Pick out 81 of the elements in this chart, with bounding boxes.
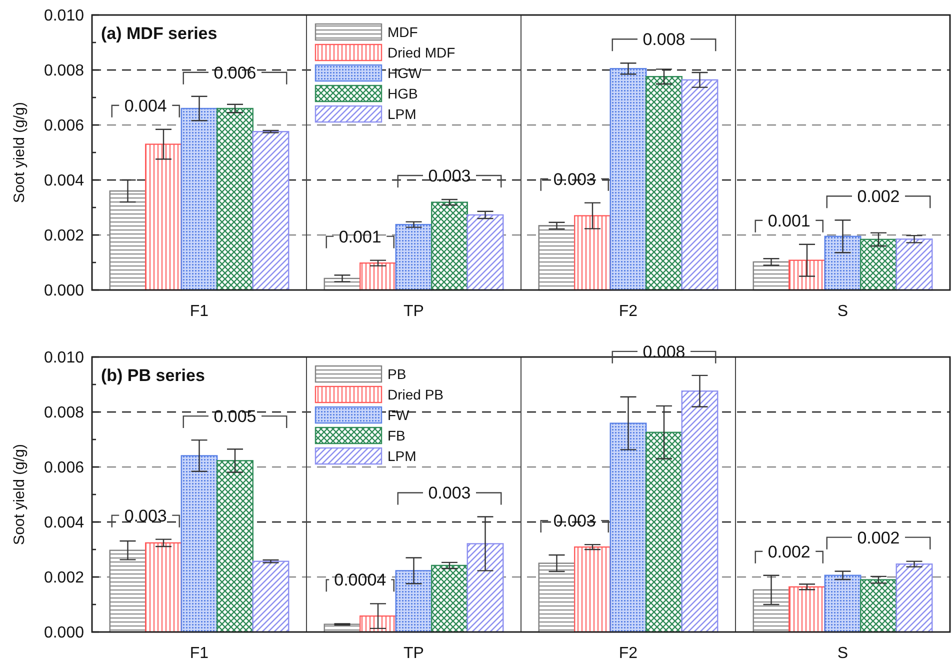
y-tick-label: 0.000 xyxy=(44,624,84,642)
annotation: 0.003 xyxy=(428,166,471,186)
bar xyxy=(216,108,254,291)
bar xyxy=(252,131,290,291)
x-tick-label: S xyxy=(837,645,848,662)
annotation: 0.008 xyxy=(642,342,686,362)
y-tick-label: 0.004 xyxy=(44,514,84,532)
bar xyxy=(216,460,254,633)
annotation: 0.003 xyxy=(428,484,471,503)
legend-label: PB xyxy=(388,366,406,382)
bar xyxy=(180,455,218,633)
bar xyxy=(431,202,468,291)
x-tick-label: S xyxy=(837,303,848,320)
annotation: 0.002 xyxy=(768,542,810,562)
y-tick-label: 0.000 xyxy=(44,282,84,300)
annotation: 0.0004 xyxy=(334,570,386,590)
bar xyxy=(646,76,682,291)
bar xyxy=(896,563,933,633)
y-tick-label: 0.006 xyxy=(44,460,84,477)
legend-label: Dried PB xyxy=(388,386,444,402)
bar xyxy=(681,79,718,291)
annotation: 0.002 xyxy=(857,187,900,206)
text: (a) MDF series xyxy=(101,24,218,43)
y-tick-label: 0.002 xyxy=(44,228,84,245)
bar xyxy=(574,546,611,633)
legend-label: HGW xyxy=(388,64,422,81)
x-tick-label: TP xyxy=(404,303,424,320)
bar xyxy=(145,542,182,633)
legend-label: Dried MDF xyxy=(388,44,456,60)
bar xyxy=(538,562,576,633)
annotation: 0.005 xyxy=(214,407,256,426)
annotation: 0.003 xyxy=(124,506,167,526)
x-tick-label: F1 xyxy=(190,645,209,662)
x-tick-label: F2 xyxy=(618,303,638,320)
y-tick-label: 0.002 xyxy=(44,570,84,587)
x-tick-label: F2 xyxy=(618,645,638,662)
annotation: 0.001 xyxy=(338,227,382,246)
bar xyxy=(360,262,396,291)
legend-label: FW xyxy=(388,406,410,423)
bar xyxy=(610,422,647,633)
bar xyxy=(752,589,790,633)
bar xyxy=(788,586,826,633)
bar xyxy=(896,238,933,291)
bar xyxy=(538,225,576,291)
bar xyxy=(145,144,182,291)
y-tick-label: 0.006 xyxy=(44,118,84,135)
bar xyxy=(466,214,504,291)
legend-label: LPM xyxy=(388,448,416,464)
legend-label: FB xyxy=(388,427,406,444)
y-axis-title: Soot yield (g/g) xyxy=(11,444,28,545)
bar xyxy=(681,390,718,633)
bar xyxy=(824,574,862,633)
annotation: 0.002 xyxy=(857,528,900,548)
bar xyxy=(431,564,468,633)
bar xyxy=(395,224,432,291)
legend-label: HGB xyxy=(388,85,418,102)
bar xyxy=(252,560,290,633)
legend-label: MDF xyxy=(388,24,418,40)
bar xyxy=(860,579,897,633)
bar xyxy=(788,260,826,291)
bar xyxy=(574,215,611,291)
y-tick-label: 0.010 xyxy=(44,8,84,25)
y-tick-label: 0.010 xyxy=(44,350,84,367)
text: (b) PB series xyxy=(101,366,205,385)
annotation: 0.004 xyxy=(124,96,167,116)
y-tick-label: 0.008 xyxy=(44,404,84,422)
y-tick-label: 0.004 xyxy=(44,172,84,190)
x-tick-label: TP xyxy=(404,645,424,662)
legend-label: LPM xyxy=(388,106,416,122)
y-axis-title: Soot yield (g/g) xyxy=(11,102,28,203)
bar xyxy=(180,108,218,291)
bar xyxy=(466,543,504,633)
bar xyxy=(646,432,682,633)
x-tick-label: F1 xyxy=(190,303,209,320)
y-tick-label: 0.008 xyxy=(44,62,84,80)
annotation: 0.001 xyxy=(768,211,810,230)
annotation: 0.008 xyxy=(642,30,686,50)
bar xyxy=(610,68,647,291)
bar xyxy=(824,236,862,291)
bar xyxy=(395,570,432,633)
bar xyxy=(860,238,897,291)
